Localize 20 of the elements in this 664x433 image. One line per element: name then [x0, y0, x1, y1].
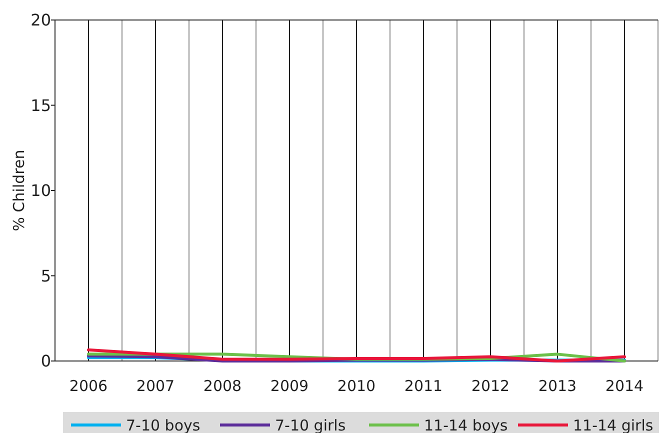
- x-tick-label: 2014: [605, 377, 644, 395]
- x-tick-label: 2006: [69, 377, 108, 395]
- y-tick-label: 0: [40, 352, 51, 371]
- y-tick-label: 20: [30, 10, 51, 30]
- x-tick-label: 2013: [538, 377, 577, 395]
- x-tick-label: 2008: [203, 377, 242, 395]
- y-tick-label: 15: [30, 96, 51, 115]
- legend-label: 11-14 boys: [424, 416, 508, 433]
- legend-label: 7-10 girls: [275, 416, 346, 433]
- legend-label: 7-10 boys: [126, 416, 200, 433]
- x-tick-label: 2012: [471, 377, 510, 395]
- legend-label: 11-14 girls: [573, 416, 654, 433]
- y-tick-label: 10: [30, 181, 51, 200]
- x-tick-label: 2007: [136, 377, 175, 395]
- y-axis-title: % Children: [10, 150, 28, 232]
- x-tick-label: 2009: [270, 377, 309, 395]
- y-tick-label: 5: [40, 266, 51, 286]
- x-tick-label: 2010: [337, 377, 376, 395]
- line-series: [87, 348, 626, 362]
- x-tick-label: 2011: [404, 377, 443, 395]
